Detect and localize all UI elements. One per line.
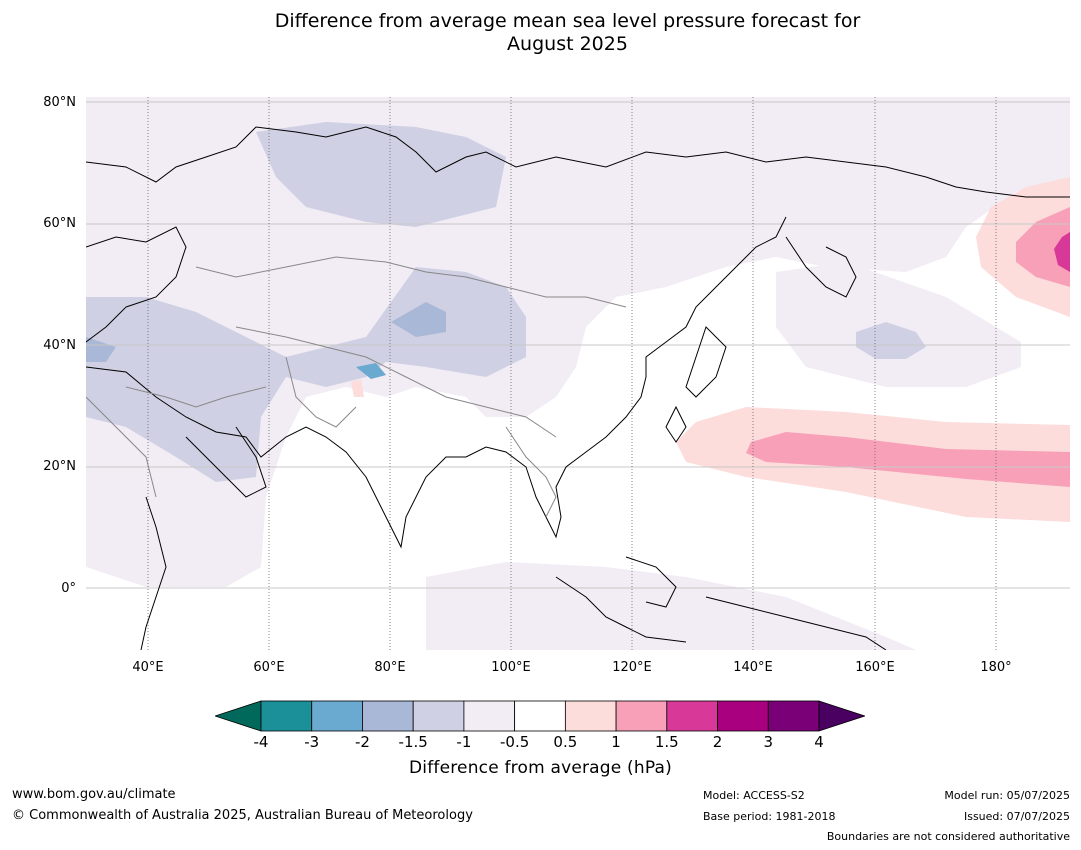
anomaly-region-positive-east xyxy=(1016,207,1070,287)
colorbar-tick-label: 1.5 xyxy=(654,733,679,751)
colorbar-segment xyxy=(463,700,516,732)
colorbar-segment xyxy=(564,700,617,732)
lon-label-120e: 120°E xyxy=(612,660,652,675)
lat-label-20n: 20°N xyxy=(43,459,76,474)
lon-label-100e: 100°E xyxy=(491,660,531,675)
lat-label-0: 0° xyxy=(61,581,76,596)
lon-label-160e: 160°E xyxy=(855,660,895,675)
lon-label-60e: 60°E xyxy=(253,660,285,675)
map-title: Difference from average mean sea level p… xyxy=(0,10,1081,56)
colorbar-tick-label: -1.5 xyxy=(398,733,428,751)
footer-base-period: Base period: 1981-2018 xyxy=(703,810,836,823)
country-borders xyxy=(86,256,627,518)
lat-label-80n: 80°N xyxy=(43,95,76,110)
colorbar-tick-label: 0.5 xyxy=(553,733,578,751)
colorbar-tick-label: -2 xyxy=(354,733,370,751)
title-line-2: August 2025 xyxy=(507,33,628,55)
colorbar-tick-label: 1 xyxy=(611,733,621,751)
lon-label-140e: 140°E xyxy=(733,660,773,675)
colorbar-segment xyxy=(717,700,769,732)
colorbar-segment xyxy=(260,700,313,732)
anomaly-region-strong-negative-2 xyxy=(86,337,116,362)
lon-label-180: 180° xyxy=(980,660,1012,675)
colorbar-segment xyxy=(412,700,465,732)
lat-label-60n: 60°N xyxy=(43,216,76,231)
forecast-map xyxy=(86,97,1070,650)
colorbar-tick-label: -4 xyxy=(253,733,269,751)
colorbar-segment xyxy=(615,700,668,732)
colorbar-tick-label: 4 xyxy=(814,733,824,751)
anomaly-region-positive-band xyxy=(746,432,1070,487)
anomaly-region-strong-negative xyxy=(391,302,446,337)
map-svg xyxy=(86,97,1070,650)
lon-label-80e: 80°E xyxy=(374,660,406,675)
footer-model-run: Model run: 05/07/2025 xyxy=(944,789,1070,802)
footer-model: Model: ACCESS-S2 xyxy=(703,789,805,802)
anomaly-region-light-negative xyxy=(86,97,1070,587)
colorbar-segment xyxy=(311,700,363,732)
colorbar-segment xyxy=(514,700,566,732)
footer-website: www.bom.gov.au/climate xyxy=(12,787,176,802)
anomaly-region-strong-positive-east xyxy=(1054,232,1070,272)
anomaly-region-light-negative-pacific xyxy=(776,262,1021,387)
colorbar xyxy=(213,700,867,732)
colorbar-tick-label: -3 xyxy=(304,733,320,751)
latitude-gridlines xyxy=(86,101,1070,589)
colorbar-svg xyxy=(213,700,867,732)
anomaly-region-strong-negative-3 xyxy=(356,363,386,379)
colorbar-label: Difference from average (hPa) xyxy=(408,758,672,778)
anomaly-region-light-negative-south xyxy=(426,562,916,650)
anomaly-region-moderate-negative-pacific xyxy=(856,322,926,359)
coastlines xyxy=(86,126,1070,650)
title-line-1: Difference from average mean sea level p… xyxy=(274,10,861,32)
footer-disclaimer: Boundaries are not considered authoritat… xyxy=(826,830,1070,843)
colorbar-extend-low xyxy=(213,700,262,732)
colorbar-tick-label: -0.5 xyxy=(499,733,530,751)
anomaly-region-moderate-negative xyxy=(256,122,506,227)
longitude-gridlines xyxy=(147,97,997,650)
lat-label-40n: 40°N xyxy=(43,338,76,353)
colorbar-segment xyxy=(666,700,718,732)
footer-copyright: © Commonwealth of Australia 2025, Austra… xyxy=(12,808,473,823)
colorbar-extend-high xyxy=(818,700,867,732)
anomaly-region-positive-spot xyxy=(351,379,364,397)
colorbar-tick-label: 2 xyxy=(712,733,723,751)
colorbar-tick-label: 3 xyxy=(763,733,774,751)
colorbar-segment xyxy=(767,700,820,732)
colorbar-segment xyxy=(362,700,414,732)
colorbar-tick-label: -1 xyxy=(456,733,472,751)
footer-issued: Issued: 07/07/2025 xyxy=(963,810,1070,823)
lon-label-40e: 40°E xyxy=(132,660,164,675)
